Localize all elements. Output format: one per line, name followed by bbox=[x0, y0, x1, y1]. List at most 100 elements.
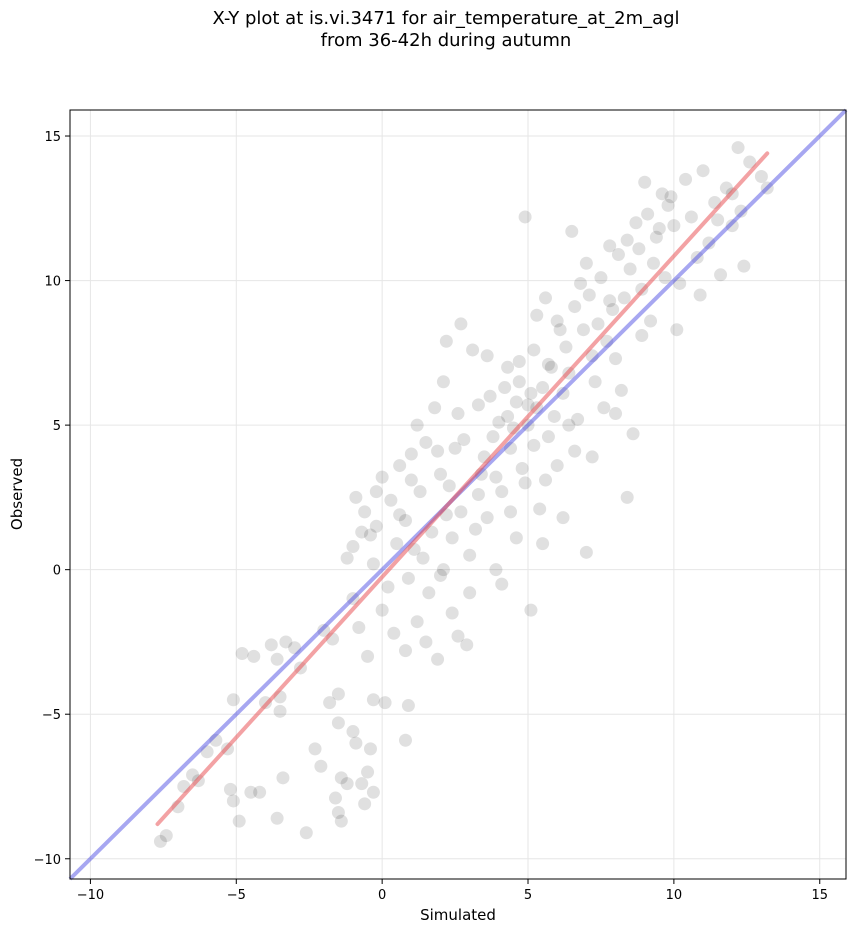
data-point bbox=[454, 505, 468, 519]
data-point bbox=[232, 814, 246, 828]
data-point bbox=[754, 169, 768, 183]
chart-title: X-Y plot at is.vi.3471 for air_temperatu… bbox=[212, 8, 680, 29]
data-point bbox=[349, 490, 363, 504]
y-axis-ticks: −10 −5 0 5 10 15 bbox=[34, 130, 70, 868]
data-point bbox=[439, 334, 453, 348]
data-point bbox=[422, 586, 436, 600]
data-point bbox=[288, 641, 302, 655]
y-tick-label: 15 bbox=[44, 130, 61, 145]
data-point bbox=[235, 647, 249, 661]
data-point bbox=[600, 334, 614, 348]
data-point bbox=[299, 826, 313, 840]
data-point bbox=[690, 250, 704, 264]
data-point bbox=[614, 383, 628, 397]
data-point bbox=[644, 314, 658, 328]
data-point bbox=[568, 444, 582, 458]
data-point bbox=[515, 461, 529, 475]
data-point bbox=[536, 537, 550, 551]
data-point bbox=[361, 649, 375, 663]
data-point bbox=[416, 551, 430, 565]
data-point bbox=[585, 450, 599, 464]
data-point bbox=[401, 571, 415, 585]
data-point bbox=[638, 175, 652, 189]
data-point bbox=[346, 540, 360, 554]
data-point bbox=[334, 771, 348, 785]
data-point bbox=[433, 467, 447, 481]
data-point bbox=[393, 508, 407, 522]
data-point bbox=[404, 447, 418, 461]
data-point bbox=[547, 409, 561, 423]
data-point bbox=[664, 190, 678, 204]
data-point bbox=[387, 626, 401, 640]
data-point bbox=[355, 525, 369, 539]
data-point bbox=[276, 771, 290, 785]
data-point bbox=[527, 343, 541, 357]
data-point bbox=[431, 652, 445, 666]
data-point bbox=[463, 548, 477, 562]
data-point bbox=[518, 476, 532, 490]
data-point bbox=[576, 323, 590, 337]
x-axis-label: Simulated bbox=[420, 906, 496, 924]
data-point bbox=[603, 239, 617, 253]
data-point bbox=[378, 696, 392, 710]
y-tick-label: 5 bbox=[53, 419, 61, 434]
data-point bbox=[366, 785, 380, 799]
data-point bbox=[579, 545, 593, 559]
data-point bbox=[466, 343, 480, 357]
data-point bbox=[606, 302, 620, 316]
x-tick-label: 5 bbox=[524, 888, 532, 903]
data-point bbox=[512, 355, 526, 369]
data-point bbox=[363, 742, 377, 756]
x-tick-label: 10 bbox=[666, 888, 683, 903]
data-point bbox=[611, 248, 625, 262]
data-point bbox=[667, 219, 681, 233]
data-point bbox=[361, 765, 375, 779]
data-point bbox=[153, 834, 167, 848]
data-point bbox=[684, 210, 698, 224]
data-point bbox=[331, 716, 345, 730]
data-point bbox=[658, 271, 672, 285]
data-point bbox=[358, 505, 372, 519]
data-point bbox=[331, 806, 345, 820]
y-tick-label: −5 bbox=[42, 708, 61, 723]
data-point bbox=[489, 563, 503, 577]
data-point bbox=[544, 360, 558, 374]
data-point bbox=[419, 635, 433, 649]
data-point bbox=[504, 505, 518, 519]
data-point bbox=[565, 224, 579, 238]
data-point bbox=[509, 531, 523, 545]
data-point bbox=[471, 488, 485, 501]
data-point bbox=[501, 409, 515, 423]
data-point bbox=[398, 733, 412, 747]
data-point bbox=[597, 401, 611, 415]
data-point bbox=[495, 485, 509, 499]
data-point bbox=[673, 276, 687, 290]
data-point bbox=[445, 531, 459, 545]
data-point bbox=[591, 317, 605, 331]
data-point bbox=[539, 291, 553, 305]
data-point bbox=[661, 198, 675, 212]
data-point bbox=[413, 485, 427, 499]
data-point bbox=[273, 704, 287, 718]
data-point bbox=[524, 386, 538, 400]
data-point bbox=[518, 210, 532, 224]
data-point bbox=[635, 328, 649, 342]
data-point bbox=[366, 693, 380, 707]
data-point bbox=[398, 514, 412, 528]
data-point bbox=[536, 381, 550, 395]
data-point bbox=[317, 623, 331, 637]
data-point bbox=[553, 323, 567, 337]
scatter-points bbox=[153, 141, 774, 848]
data-point bbox=[358, 797, 372, 811]
data-point bbox=[702, 236, 716, 250]
data-point bbox=[541, 430, 555, 444]
y-tick-label: −10 bbox=[34, 853, 61, 868]
data-point bbox=[632, 242, 646, 256]
data-point bbox=[641, 207, 655, 221]
data-point bbox=[442, 479, 456, 493]
data-point bbox=[451, 407, 465, 421]
data-point bbox=[649, 230, 663, 244]
data-point bbox=[609, 407, 623, 421]
chart-subtitle: from 36-42h during autumn bbox=[320, 30, 572, 51]
data-point bbox=[454, 317, 468, 331]
